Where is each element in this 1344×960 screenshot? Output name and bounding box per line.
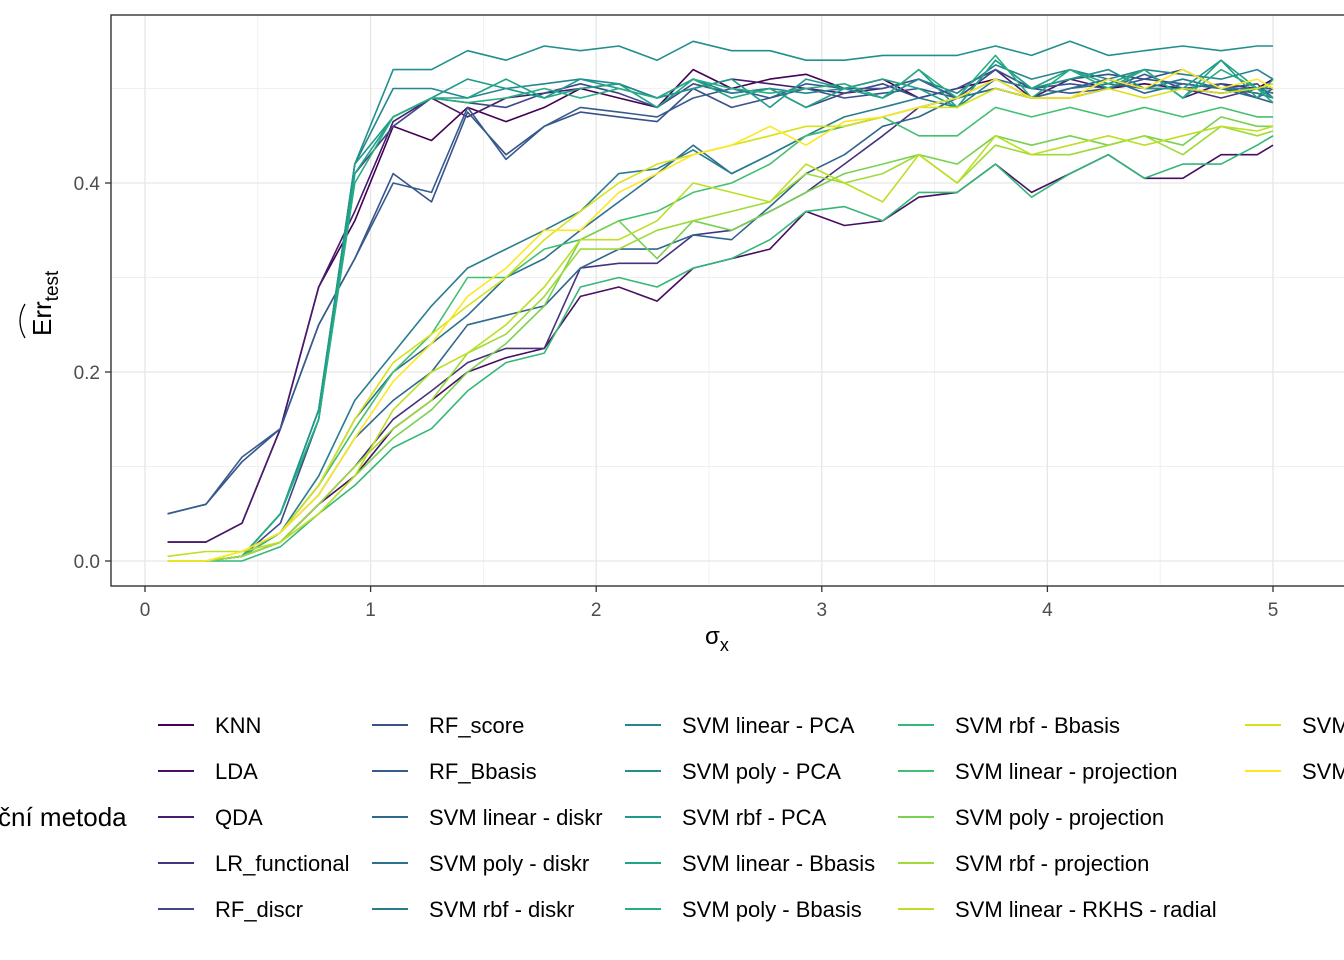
- legend-label: SVM poly - Bbasis: [682, 897, 862, 922]
- series-line-20: [167, 125, 1274, 558]
- legend-label: SVM poly - PCA: [682, 759, 841, 784]
- legend-label: LR_functional: [215, 851, 350, 876]
- legend-label: SVM linear - diskr: [429, 805, 603, 830]
- legend-label: SVM poly - projection: [955, 805, 1164, 830]
- legend-label: SVM linear - projection: [955, 759, 1178, 784]
- legend-label: SVM linear - PCA: [682, 713, 855, 738]
- legend-label: LDA: [215, 759, 258, 784]
- legend-label: RF_discr: [215, 897, 303, 922]
- x-axis-title-sub: x: [720, 635, 729, 655]
- plot-panel-border: [110, 14, 1344, 587]
- legend-label: RF_score: [429, 713, 524, 738]
- x-tick-label: 2: [591, 600, 602, 621]
- y-axis-title-sub: test: [42, 270, 63, 301]
- series-line-16: [167, 135, 1274, 562]
- x-axis-title: σx: [705, 623, 729, 655]
- x-tick-label: 0: [140, 600, 151, 621]
- legend-label: SVM linear - RKHS - radial: [955, 897, 1217, 922]
- series-line-22: [167, 68, 1274, 562]
- series-line-13: [167, 59, 1274, 562]
- legend-label: SVM rbf - projection: [955, 851, 1149, 876]
- legend-label: SVM rbf - diskr: [429, 897, 574, 922]
- legend: KNN LDA QDA LR_functional RF_discr RF_score RF…: [158, 713, 1344, 922]
- grid: [111, 15, 1344, 586]
- legend-label: KNN: [215, 713, 261, 738]
- x-tick-label: 3: [817, 600, 828, 621]
- y-axis-title: Errtest: [19, 270, 63, 339]
- y-axis-title-hat: [19, 303, 26, 339]
- legend-label: SVM poly - RKHS - radial: [1302, 713, 1344, 738]
- legend-label: RF_Bbasis: [429, 759, 537, 784]
- x-tick-label: 1: [365, 600, 376, 621]
- svg-text:Errtest: Errtest: [27, 270, 63, 336]
- legend-label: SVM rbf - PCA: [682, 805, 827, 830]
- legend-title: ční metoda: [0, 802, 127, 832]
- legend-label: SVM rbf - Bbasis: [955, 713, 1120, 738]
- y-axis-title-main: Err: [27, 301, 57, 336]
- series-line-14: [167, 59, 1274, 562]
- legend-label: SVM poly - diskr: [429, 851, 589, 876]
- axes: 0 1 2 3 4 5 0.0 0.2 0.4: [74, 174, 1279, 621]
- legend-label: QDA: [215, 805, 263, 830]
- x-axis-title-main: σ: [705, 623, 720, 650]
- y-tick-label: 0.2: [74, 363, 100, 384]
- series-line-19: [167, 125, 1274, 562]
- x-tick-label: 4: [1042, 600, 1053, 621]
- series-line-17: [167, 106, 1273, 562]
- y-tick-label: 0.0: [74, 552, 100, 573]
- legend-label: SVM linear - Bbasis: [682, 851, 875, 876]
- series-lines: [167, 40, 1274, 562]
- y-tick-label: 0.4: [74, 174, 101, 195]
- x-tick-label: 5: [1268, 600, 1279, 621]
- legend-label: SVM rbf - RKHS - radial: [1302, 759, 1344, 784]
